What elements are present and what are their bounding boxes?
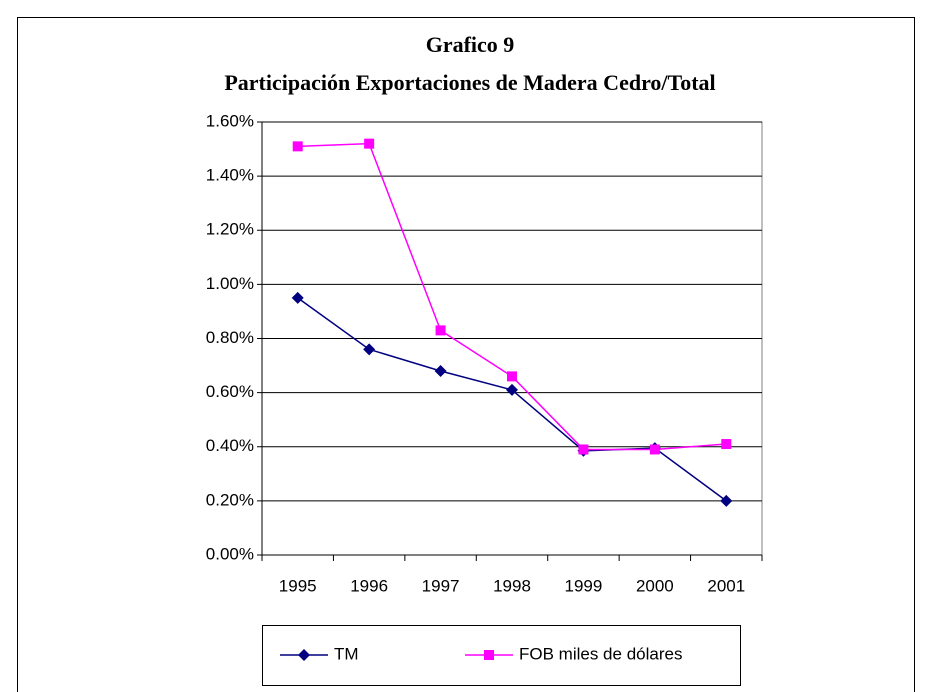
chart-subtitle: Participación Exportaciones de Madera Ce… xyxy=(224,70,715,95)
y-tick-label: 0.60% xyxy=(206,382,254,401)
marker xyxy=(291,291,304,304)
marker xyxy=(363,343,376,356)
marker xyxy=(364,138,375,149)
marker xyxy=(506,383,518,396)
marker xyxy=(578,444,589,455)
marker xyxy=(484,650,494,660)
y-tick-label: 1.40% xyxy=(206,166,254,185)
marker xyxy=(435,325,446,336)
marker xyxy=(298,649,310,661)
y-tick-label: 0.20% xyxy=(206,490,254,509)
y-tick-label: 1.00% xyxy=(206,274,254,293)
marker xyxy=(721,439,732,450)
x-tick-label: 1999 xyxy=(565,576,603,595)
x-tick-label: 2000 xyxy=(636,576,674,595)
chart-title: Grafico 9 xyxy=(426,32,515,57)
legend-label: TM xyxy=(334,644,359,663)
marker xyxy=(720,494,733,507)
x-tick-label: 1998 xyxy=(493,576,531,595)
marker xyxy=(649,444,660,455)
y-tick-label: 1.20% xyxy=(206,220,254,239)
marker xyxy=(434,364,447,377)
x-tick-label: 1995 xyxy=(279,576,317,595)
marker xyxy=(507,371,517,382)
x-tick-label: 1997 xyxy=(422,576,460,595)
y-tick-label: 1.60% xyxy=(206,111,254,130)
y-tick-label: 0.40% xyxy=(206,436,254,455)
legend-label: FOB miles de dólares xyxy=(519,644,682,663)
y-tick-label: 0.00% xyxy=(206,544,254,563)
y-tick-label: 0.80% xyxy=(206,328,254,347)
marker xyxy=(292,141,303,152)
x-tick-label: 1996 xyxy=(350,576,388,595)
x-tick-label: 2001 xyxy=(707,576,745,595)
